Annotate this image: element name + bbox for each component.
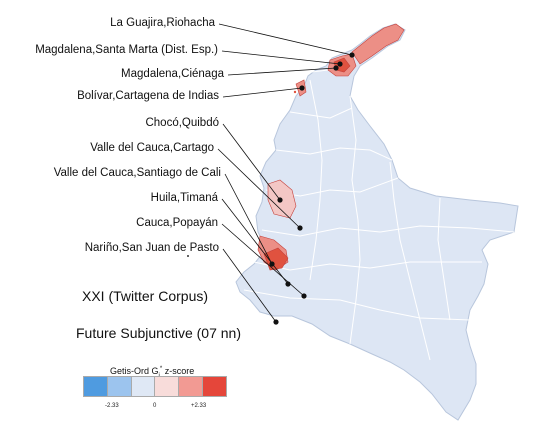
map-subtitle: Future Subjunctive (07 nn) [76, 325, 241, 341]
hotspot-label: Magdalena,Santa Marta (Dist. Esp.) [35, 44, 218, 56]
location-markers [269, 52, 355, 325]
legend-swatch [130, 377, 155, 396]
legend-title-sup: * [159, 366, 163, 372]
location-marker [297, 225, 303, 231]
leader-line [222, 248, 277, 323]
legend-tick-low: -2.33 [105, 403, 119, 409]
location-marker [301, 293, 307, 299]
hotspot-label: Bolívar,Cartagena de Indias [77, 90, 219, 102]
legend-tick-zero: 0 [153, 403, 157, 409]
legend-title: Getis-Ord Gi* z-score [110, 366, 194, 379]
legend-color-bar [83, 376, 227, 397]
hotspot-label: Valle del Cauca,Santiago de Cali [53, 167, 221, 179]
legend-swatch [84, 377, 107, 396]
location-marker [337, 61, 343, 67]
legend-swatch [178, 377, 203, 396]
location-marker [273, 319, 279, 325]
leader-line [218, 23, 353, 56]
hotspot-label: Magdalena,Ciénaga [121, 68, 224, 80]
legend-swatch [106, 377, 131, 396]
legend-title-sub: i [158, 372, 160, 379]
leader-line [222, 87, 303, 98]
leader-line [222, 123, 281, 201]
hotspot-label: Cauca,Popayán [136, 217, 218, 229]
legend-tick-high: +2.33 [191, 403, 207, 409]
colombia-outline [235, 23, 519, 421]
legend-swatch [154, 377, 179, 396]
hotspot-label: Nariño,San Juan de Pasto [84, 242, 219, 254]
leader-line [221, 50, 341, 65]
stray-marker [145, 46, 147, 48]
leader-line [227, 67, 337, 76]
map-title: XXI (Twitter Corpus) [82, 288, 209, 304]
hotspot-label: La Guajira,Riohacha [110, 17, 215, 29]
location-marker [285, 281, 291, 287]
leader-line [221, 198, 289, 285]
legend-title-suffix: z-score [162, 366, 195, 376]
island-marker [293, 90, 297, 94]
legend-title-prefix: Getis-Ord G [110, 366, 159, 376]
location-marker [277, 197, 283, 203]
leader-line [224, 173, 273, 265]
location-marker [349, 52, 355, 58]
location-marker [333, 65, 339, 71]
hotspot-la-guajira [351, 23, 405, 65]
hotspot-label: Chocó,Quibdó [145, 117, 219, 129]
location-marker [299, 85, 305, 91]
hotspot-label: Valle del Cauca,Cartago [90, 142, 214, 154]
leader-line [217, 148, 301, 229]
location-marker [269, 261, 275, 267]
legend-swatch [202, 377, 226, 396]
hotspot-label: Huila,Timaná [150, 192, 218, 204]
stray-marker [187, 255, 189, 257]
